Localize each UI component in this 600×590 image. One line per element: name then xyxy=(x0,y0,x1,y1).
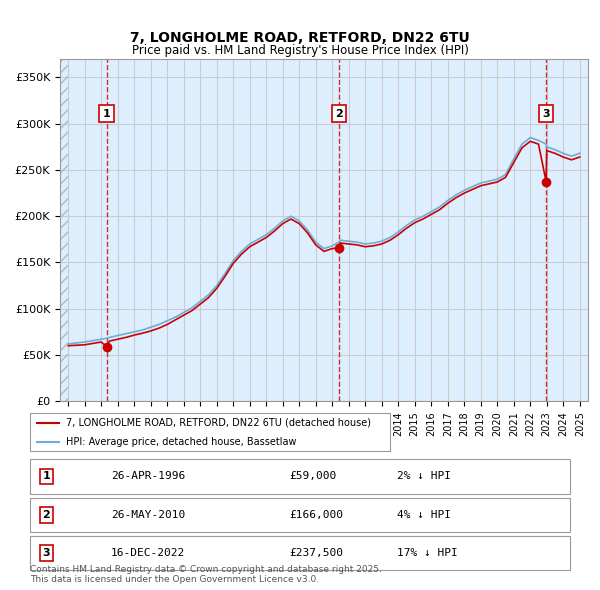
Bar xyxy=(60,59,68,401)
Text: 1: 1 xyxy=(103,109,110,119)
Text: 2: 2 xyxy=(335,109,343,119)
Text: Contains HM Land Registry data © Crown copyright and database right 2025.
This d: Contains HM Land Registry data © Crown c… xyxy=(30,565,382,584)
Bar xyxy=(60,59,68,401)
Text: HPI: Average price, detached house, Bassetlaw: HPI: Average price, detached house, Bass… xyxy=(66,437,296,447)
Text: 2% ↓ HPI: 2% ↓ HPI xyxy=(397,471,451,481)
Text: 1: 1 xyxy=(43,471,50,481)
Text: 16-DEC-2022: 16-DEC-2022 xyxy=(111,548,185,558)
FancyBboxPatch shape xyxy=(30,413,390,451)
Text: £166,000: £166,000 xyxy=(289,510,343,520)
Text: £237,500: £237,500 xyxy=(289,548,343,558)
Text: 7, LONGHOLME ROAD, RETFORD, DN22 6TU: 7, LONGHOLME ROAD, RETFORD, DN22 6TU xyxy=(130,31,470,45)
Text: 3: 3 xyxy=(43,548,50,558)
Text: 26-MAY-2010: 26-MAY-2010 xyxy=(111,510,185,520)
FancyBboxPatch shape xyxy=(30,497,570,532)
Text: Price paid vs. HM Land Registry's House Price Index (HPI): Price paid vs. HM Land Registry's House … xyxy=(131,44,469,57)
Text: 7, LONGHOLME ROAD, RETFORD, DN22 6TU (detached house): 7, LONGHOLME ROAD, RETFORD, DN22 6TU (de… xyxy=(66,418,371,428)
Text: 2: 2 xyxy=(43,510,50,520)
Text: 26-APR-1996: 26-APR-1996 xyxy=(111,471,185,481)
Text: 17% ↓ HPI: 17% ↓ HPI xyxy=(397,548,458,558)
Text: 3: 3 xyxy=(542,109,550,119)
Text: 4% ↓ HPI: 4% ↓ HPI xyxy=(397,510,451,520)
Text: £59,000: £59,000 xyxy=(289,471,337,481)
FancyBboxPatch shape xyxy=(30,536,570,571)
FancyBboxPatch shape xyxy=(30,459,570,494)
